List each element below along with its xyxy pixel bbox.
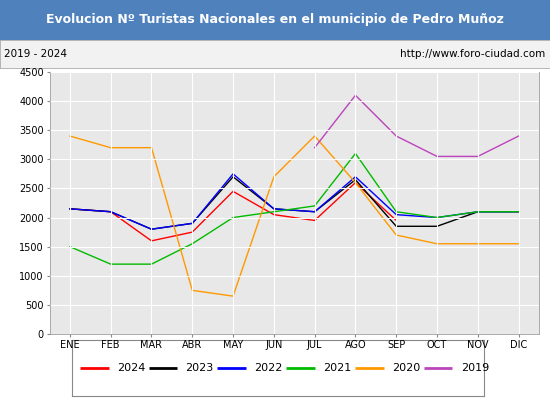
Text: 2019 - 2024: 2019 - 2024 [4, 49, 68, 59]
Text: 2024: 2024 [117, 363, 145, 373]
Text: 2023: 2023 [186, 363, 214, 373]
Text: Evolucion Nº Turistas Nacionales en el municipio de Pedro Muñoz: Evolucion Nº Turistas Nacionales en el m… [46, 14, 504, 26]
Text: 2019: 2019 [461, 363, 489, 373]
Text: 2022: 2022 [254, 363, 283, 373]
Text: 2020: 2020 [392, 363, 420, 373]
Text: 2021: 2021 [323, 363, 351, 373]
Text: http://www.foro-ciudad.com: http://www.foro-ciudad.com [400, 49, 546, 59]
